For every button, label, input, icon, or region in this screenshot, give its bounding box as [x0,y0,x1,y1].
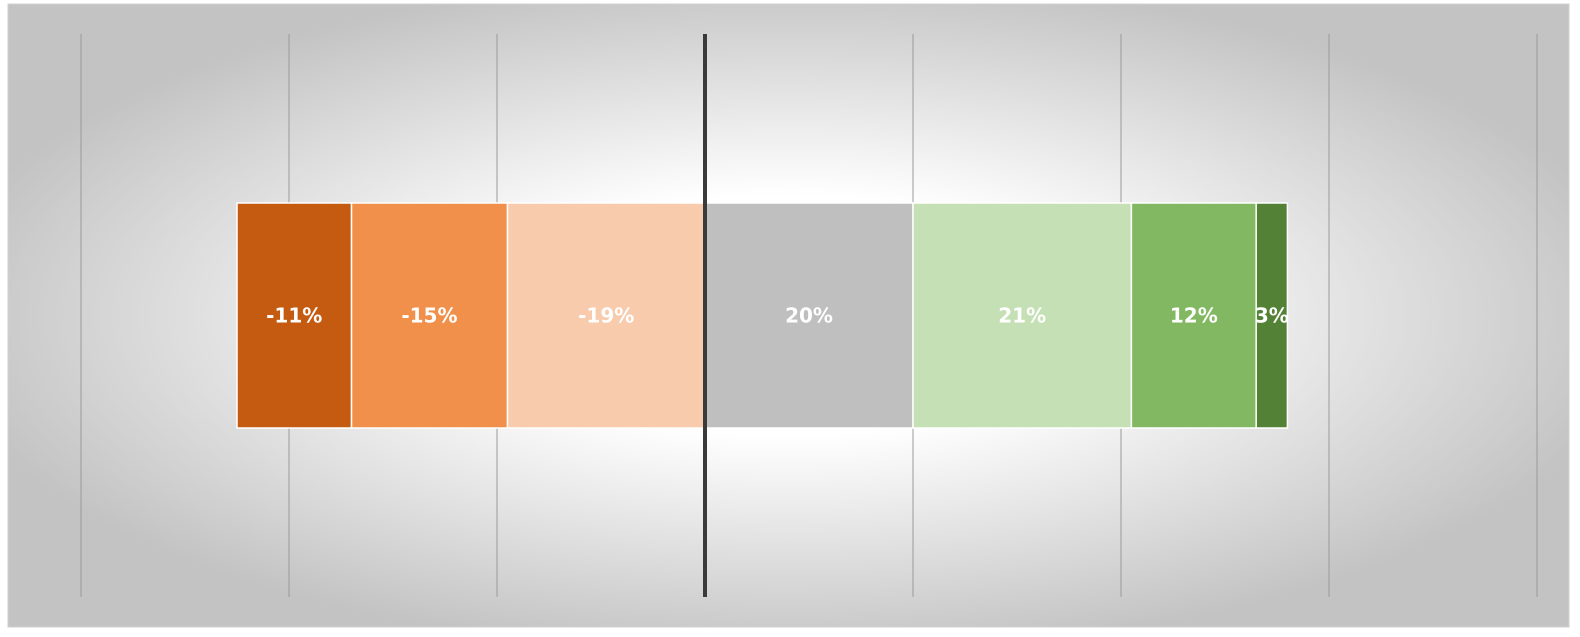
data-label: -11% [266,304,322,328]
bar-segment [912,202,1133,429]
data-label: -19% [578,304,634,328]
data-label: -15% [401,304,457,328]
data-label: 3% [1255,304,1289,328]
data-labels: -19% -15% -11% 20% 21% 12% 3% [266,304,1289,328]
bar-segment [506,202,706,429]
bar-segment [350,202,509,429]
bar-segment [236,202,353,429]
bar-segments [236,202,1289,429]
bar-segment [704,202,914,429]
data-label: 21% [998,304,1046,328]
data-label: 12% [1170,304,1218,328]
bar-segment [1255,202,1289,429]
data-label: 20% [785,304,833,328]
